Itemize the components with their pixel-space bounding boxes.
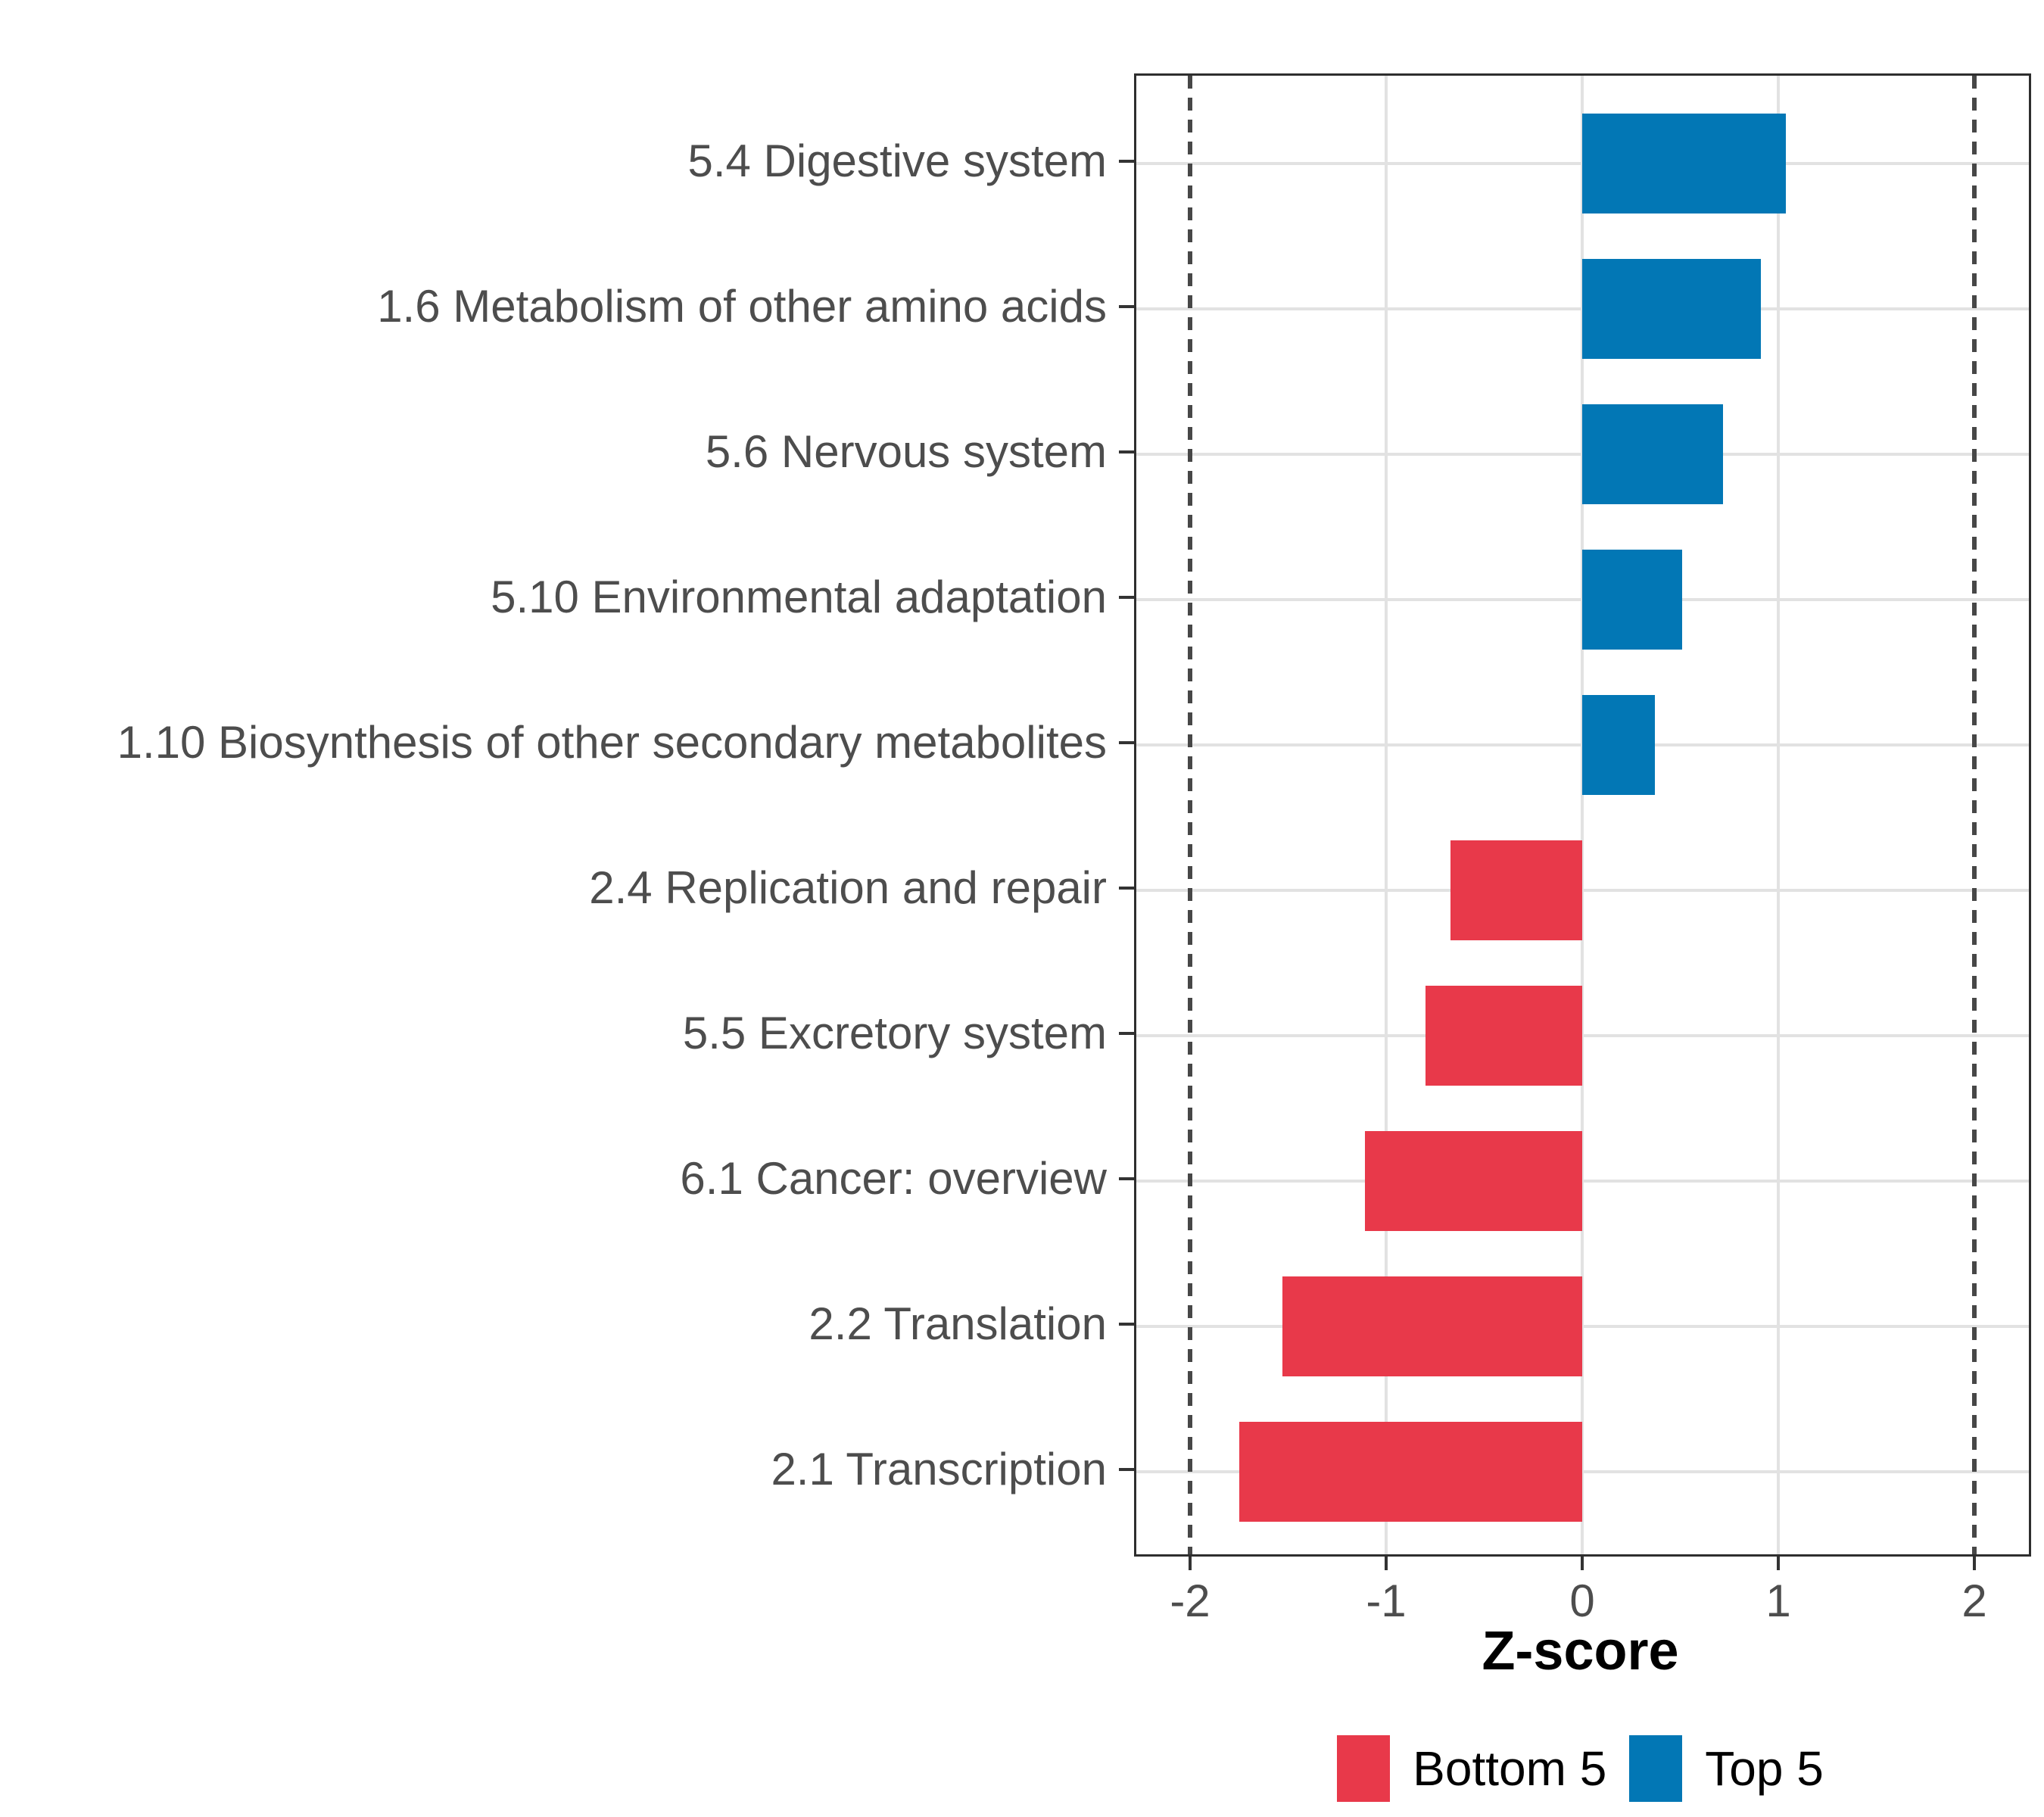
x-axis-title: Z-score (1482, 1621, 1679, 1681)
x-tick-mark (1973, 1557, 1976, 1570)
bar-positive (1582, 695, 1655, 795)
gridline-x (1777, 76, 1780, 1554)
legend: Bottom 5 Top 5 (1134, 1735, 2027, 1802)
y-tick-label: 5.6 Nervous system (705, 426, 1107, 477)
bar-negative (1239, 1422, 1582, 1522)
y-tick-label: 2.1 Transcription (771, 1444, 1107, 1494)
legend-label-top5: Top 5 (1705, 1741, 1824, 1796)
y-tick-mark (1119, 741, 1134, 744)
bar-positive (1582, 550, 1683, 650)
y-tick-label: 5.10 Environmental adaptation (491, 572, 1107, 622)
x-tick-mark (1581, 1557, 1584, 1570)
gridline-x (1581, 76, 1584, 1554)
y-tick-label: 1.10 Biosynthesis of other secondary met… (117, 717, 1107, 768)
x-tick-label: -2 (1170, 1575, 1211, 1626)
plot-panel (1134, 73, 2031, 1557)
bar-negative (1282, 1276, 1582, 1376)
y-tick-label: 2.2 Translation (809, 1298, 1107, 1349)
x-tick-label: -1 (1366, 1575, 1407, 1626)
bar-positive (1582, 259, 1761, 359)
dashed-reference-line (1972, 76, 1977, 1554)
legend-swatch-top5 (1629, 1735, 1683, 1802)
y-tick-label: 5.4 Digestive system (687, 136, 1107, 186)
y-tick-mark (1119, 305, 1134, 308)
y-tick-mark (1119, 887, 1134, 890)
bar-positive (1582, 404, 1724, 504)
y-tick-mark (1119, 450, 1134, 453)
y-tick-mark (1119, 1177, 1134, 1180)
legend-label-bottom5: Bottom 5 (1413, 1741, 1607, 1796)
bar-negative (1450, 840, 1582, 940)
bar-negative (1425, 986, 1582, 1086)
y-tick-mark (1119, 160, 1134, 163)
x-tick-label: 1 (1765, 1575, 1791, 1626)
x-tick-mark (1189, 1557, 1192, 1570)
y-tick-mark (1119, 596, 1134, 599)
y-tick-label: 2.4 Replication and repair (589, 862, 1107, 913)
x-tick-label: 2 (1961, 1575, 1987, 1626)
x-tick-mark (1385, 1557, 1388, 1570)
x-tick-mark (1777, 1557, 1780, 1570)
y-tick-label: 1.6 Metabolism of other amino acids (377, 281, 1107, 332)
y-tick-mark (1119, 1323, 1134, 1326)
y-tick-label: 5.5 Excretory system (682, 1008, 1107, 1058)
bar-positive (1582, 114, 1787, 213)
gridline-x (1385, 76, 1388, 1554)
y-tick-label: 6.1 Cancer: overview (680, 1153, 1107, 1204)
y-tick-mark (1119, 1032, 1134, 1035)
bar-negative (1364, 1131, 1582, 1231)
x-tick-label: 0 (1569, 1575, 1595, 1626)
y-tick-mark (1119, 1468, 1134, 1471)
legend-swatch-bottom5 (1337, 1735, 1391, 1802)
dashed-reference-line (1188, 76, 1192, 1554)
